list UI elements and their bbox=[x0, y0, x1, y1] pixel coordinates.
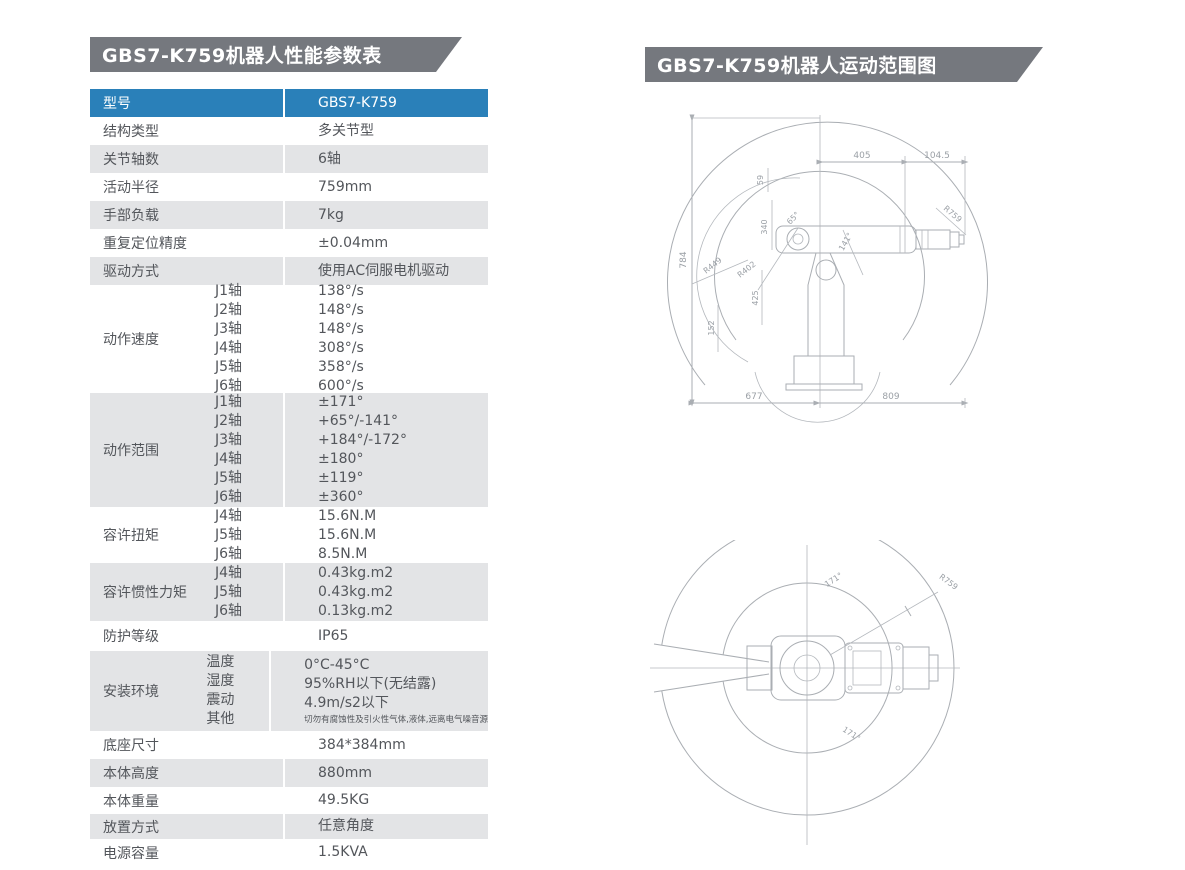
row-label: 活动半径 bbox=[103, 180, 159, 196]
row-label: 防护等级 bbox=[103, 629, 159, 645]
top-view-diagram: R759 171° 171° bbox=[640, 540, 1010, 870]
table-row: 本体重量 49.5KG bbox=[90, 787, 488, 814]
dim-784: 784 bbox=[679, 251, 689, 268]
spec-table: 型号 GBS7-K759 结构类型 多关节型 关节轴数 6轴 活动半径 759m… bbox=[90, 89, 488, 866]
row-label: 底座尺寸 bbox=[103, 738, 159, 754]
table-row: 驱动方式 使用AC伺服电机驱动 bbox=[90, 257, 488, 285]
row-value: 880mm bbox=[318, 764, 372, 781]
row-label: 安装环境 bbox=[103, 684, 159, 700]
top-view-svg: R759 171° 171° bbox=[650, 540, 960, 845]
motion-range-title: GBS7-K759机器人运动范围图 bbox=[657, 55, 937, 77]
robot-arm-top bbox=[746, 635, 939, 701]
angle-171-top: 171° bbox=[823, 571, 844, 589]
dim-405: 405 bbox=[853, 151, 870, 161]
table-row: 容许扭矩 J4轴 J5轴 J6轴 15.6N.M 15.6N.M 8.5N.M bbox=[90, 507, 488, 563]
row-sublabels: J1轴 J2轴 J3轴 J4轴 J5轴 J6轴 bbox=[215, 283, 243, 394]
side-view-svg: 405 104.5 784 677 809 R759 R449 R402 59 … bbox=[667, 114, 988, 423]
table-header-row: 型号 GBS7-K759 bbox=[90, 89, 488, 117]
wedge-line-lower bbox=[653, 673, 770, 693]
table-row: 活动半径 759mm bbox=[90, 173, 488, 201]
performance-table-banner: GBS7-K759机器人性能参数表 bbox=[90, 37, 462, 72]
row-label: 动作范围 bbox=[103, 443, 159, 459]
row-label: 容许扭矩 bbox=[103, 528, 159, 544]
row-sublabels: 温度 湿度 震动 其他 bbox=[206, 654, 235, 727]
wedge-line-upper bbox=[653, 643, 770, 663]
row-label: 动作速度 bbox=[103, 332, 159, 348]
row-value: 1.5KVA bbox=[318, 844, 368, 860]
row-value: 7kg bbox=[318, 206, 344, 223]
row-value: 49.5KG bbox=[318, 792, 370, 808]
dim-59: 59 bbox=[756, 175, 765, 185]
model-value: GBS7-K759 bbox=[283, 89, 488, 117]
dim-R449: R449 bbox=[702, 256, 724, 276]
table-row: 动作速度 J1轴 J2轴 J3轴 J4轴 J5轴 J6轴 138°/s 148°… bbox=[90, 283, 488, 394]
inner-envelope-arc bbox=[696, 177, 801, 363]
outer-envelope-arc bbox=[667, 121, 988, 386]
dim-104.5: 104.5 bbox=[924, 151, 950, 161]
row-value: 759mm bbox=[318, 178, 372, 195]
table-row: 本体高度 880mm bbox=[90, 759, 488, 787]
outer-rotation-arc bbox=[661, 540, 955, 816]
row-sublabels: J4轴 J5轴 J6轴 bbox=[215, 564, 243, 619]
side-view-diagram: 405 104.5 784 677 809 R759 R449 R402 59 … bbox=[648, 100, 988, 430]
row-value: IP65 bbox=[318, 627, 349, 644]
row-label: 重复定位精度 bbox=[103, 236, 187, 252]
table-row: 重复定位精度 ±0.04mm bbox=[90, 229, 488, 257]
row-label: 本体重量 bbox=[103, 793, 159, 810]
dim-340: 340 bbox=[760, 219, 769, 234]
dim-677: 677 bbox=[745, 392, 762, 402]
model-label: 型号 bbox=[103, 96, 131, 112]
motion-range-banner: GBS7-K759机器人运动范围图 bbox=[645, 47, 1043, 82]
row-label: 放置方式 bbox=[103, 819, 159, 836]
row-values: 0°C-45°C 95%RH以下(无结露) 4.9m/s2以下 切勿有腐蚀性及引… bbox=[269, 651, 488, 731]
row-label: 结构类型 bbox=[103, 124, 159, 140]
row-value: 6轴 bbox=[318, 150, 341, 167]
row-values: ±171° +65°/-141° +184°/-172° ±180° ±119°… bbox=[283, 393, 488, 507]
row-sublabels: J1轴 J2轴 J3轴 J4轴 J5轴 J6轴 bbox=[215, 394, 243, 505]
row-label: 容许惯性力矩 bbox=[103, 585, 187, 601]
row-label: 手部负载 bbox=[103, 208, 159, 224]
performance-table-title: GBS7-K759机器人性能参数表 bbox=[102, 45, 382, 67]
table-row: 安装环境 温度 湿度 震动 其他 0°C-45°C 95%RH以下(无结露) 4… bbox=[90, 651, 488, 731]
table-row: 底座尺寸 384*384mm bbox=[90, 731, 488, 759]
table-row: 手部负载 7kg bbox=[90, 201, 488, 229]
robot-arm-side bbox=[775, 225, 965, 391]
table-row: 结构类型 多关节型 bbox=[90, 117, 488, 145]
row-label: 驱动方式 bbox=[103, 264, 159, 280]
row-value: 使用AC伺服电机驱动 bbox=[318, 262, 450, 279]
table-row: 放置方式 任意角度 bbox=[90, 814, 488, 839]
table-row: 防护等级 IP65 bbox=[90, 621, 488, 651]
row-label: 关节轴数 bbox=[103, 152, 159, 168]
row-value: ±0.04mm bbox=[318, 234, 389, 251]
dim-809: 809 bbox=[882, 392, 899, 402]
row-label: 本体高度 bbox=[103, 766, 159, 782]
table-row: 容许惯性力矩 J4轴 J5轴 J6轴 0.43kg.m2 0.43kg.m2 0… bbox=[90, 563, 488, 621]
row-label: 电源容量 bbox=[103, 845, 159, 862]
dim-R759: R759 bbox=[942, 204, 964, 224]
row-value: 任意角度 bbox=[318, 818, 374, 834]
mid-envelope-arc bbox=[714, 170, 925, 341]
table-row: 动作范围 J1轴 J2轴 J3轴 J4轴 J5轴 J6轴 ±171° +65°/… bbox=[90, 393, 488, 507]
row-values: 138°/s 148°/s 148°/s 308°/s 358°/s 600°/… bbox=[318, 283, 364, 394]
table-row: 电源容量 1.5KVA bbox=[90, 839, 488, 866]
dim-R759-top: R759 bbox=[937, 572, 959, 592]
dim-R402: R402 bbox=[736, 260, 758, 280]
angle-65: 65° bbox=[785, 210, 801, 226]
row-sublabels: J4轴 J5轴 J6轴 bbox=[215, 507, 243, 562]
base-envelope-arc bbox=[754, 371, 881, 423]
dim-152: 152 bbox=[707, 320, 716, 335]
row-value: 多关节型 bbox=[318, 122, 374, 139]
row-value: 384*384mm bbox=[318, 736, 406, 753]
radius-leader-line bbox=[829, 591, 939, 656]
table-row: 关节轴数 6轴 bbox=[90, 145, 488, 173]
row-values: 0.43kg.m2 0.43kg.m2 0.13kg.m2 bbox=[283, 563, 488, 621]
dim-425: 425 bbox=[751, 290, 760, 305]
row-values: 15.6N.M 15.6N.M 8.5N.M bbox=[318, 507, 377, 562]
